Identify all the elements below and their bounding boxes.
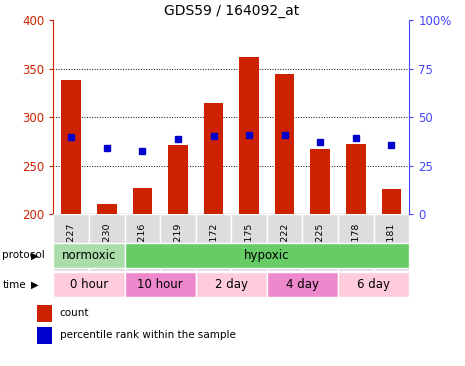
Text: GSM4175: GSM4175 — [245, 223, 253, 268]
FancyBboxPatch shape — [160, 214, 196, 271]
Bar — [382, 189, 401, 214]
FancyBboxPatch shape — [53, 214, 89, 271]
FancyBboxPatch shape — [267, 214, 303, 271]
Bar — [37, 327, 52, 344]
Bar — [239, 57, 259, 214]
Bar — [346, 144, 365, 214]
Text: protocol: protocol — [2, 250, 45, 260]
FancyBboxPatch shape — [232, 214, 267, 271]
Text: GSM1225: GSM1225 — [316, 223, 325, 268]
FancyBboxPatch shape — [303, 214, 338, 271]
FancyBboxPatch shape — [338, 272, 409, 297]
Text: GSM4178: GSM4178 — [352, 223, 360, 268]
Text: hypoxic: hypoxic — [244, 249, 290, 262]
Text: GSM1227: GSM1227 — [67, 223, 76, 268]
FancyBboxPatch shape — [374, 214, 409, 271]
Bar — [311, 149, 330, 214]
FancyBboxPatch shape — [338, 214, 374, 271]
FancyBboxPatch shape — [53, 272, 125, 297]
Text: 10 hour: 10 hour — [137, 278, 183, 291]
FancyBboxPatch shape — [53, 243, 125, 268]
Text: count: count — [60, 309, 89, 318]
FancyBboxPatch shape — [196, 214, 232, 271]
Text: GSM1219: GSM1219 — [173, 223, 182, 268]
FancyBboxPatch shape — [125, 214, 160, 271]
Text: ▶: ▶ — [31, 250, 38, 260]
Bar — [61, 80, 81, 214]
Text: GSM1222: GSM1222 — [280, 223, 289, 268]
Bar — [275, 74, 294, 214]
FancyBboxPatch shape — [196, 272, 267, 297]
Text: ▶: ▶ — [31, 280, 38, 290]
FancyBboxPatch shape — [89, 214, 125, 271]
Bar — [204, 102, 223, 214]
Text: 2 day: 2 day — [215, 278, 248, 291]
Title: GDS59 / 164092_at: GDS59 / 164092_at — [164, 4, 299, 18]
Text: 0 hour: 0 hour — [70, 278, 108, 291]
FancyBboxPatch shape — [125, 243, 409, 268]
Text: normoxic: normoxic — [62, 249, 116, 262]
Text: GSM1216: GSM1216 — [138, 223, 147, 268]
Text: 6 day: 6 day — [357, 278, 390, 291]
Text: percentile rank within the sample: percentile rank within the sample — [60, 330, 236, 340]
Bar — [97, 204, 117, 214]
Text: GSM4172: GSM4172 — [209, 223, 218, 268]
Text: 4 day: 4 day — [286, 278, 319, 291]
Bar — [133, 188, 152, 214]
Text: GSM4181: GSM4181 — [387, 223, 396, 268]
Text: GSM1230: GSM1230 — [102, 223, 111, 268]
FancyBboxPatch shape — [125, 272, 196, 297]
Bar — [168, 145, 188, 214]
Bar — [37, 305, 52, 322]
Text: time: time — [2, 280, 26, 290]
FancyBboxPatch shape — [267, 272, 338, 297]
